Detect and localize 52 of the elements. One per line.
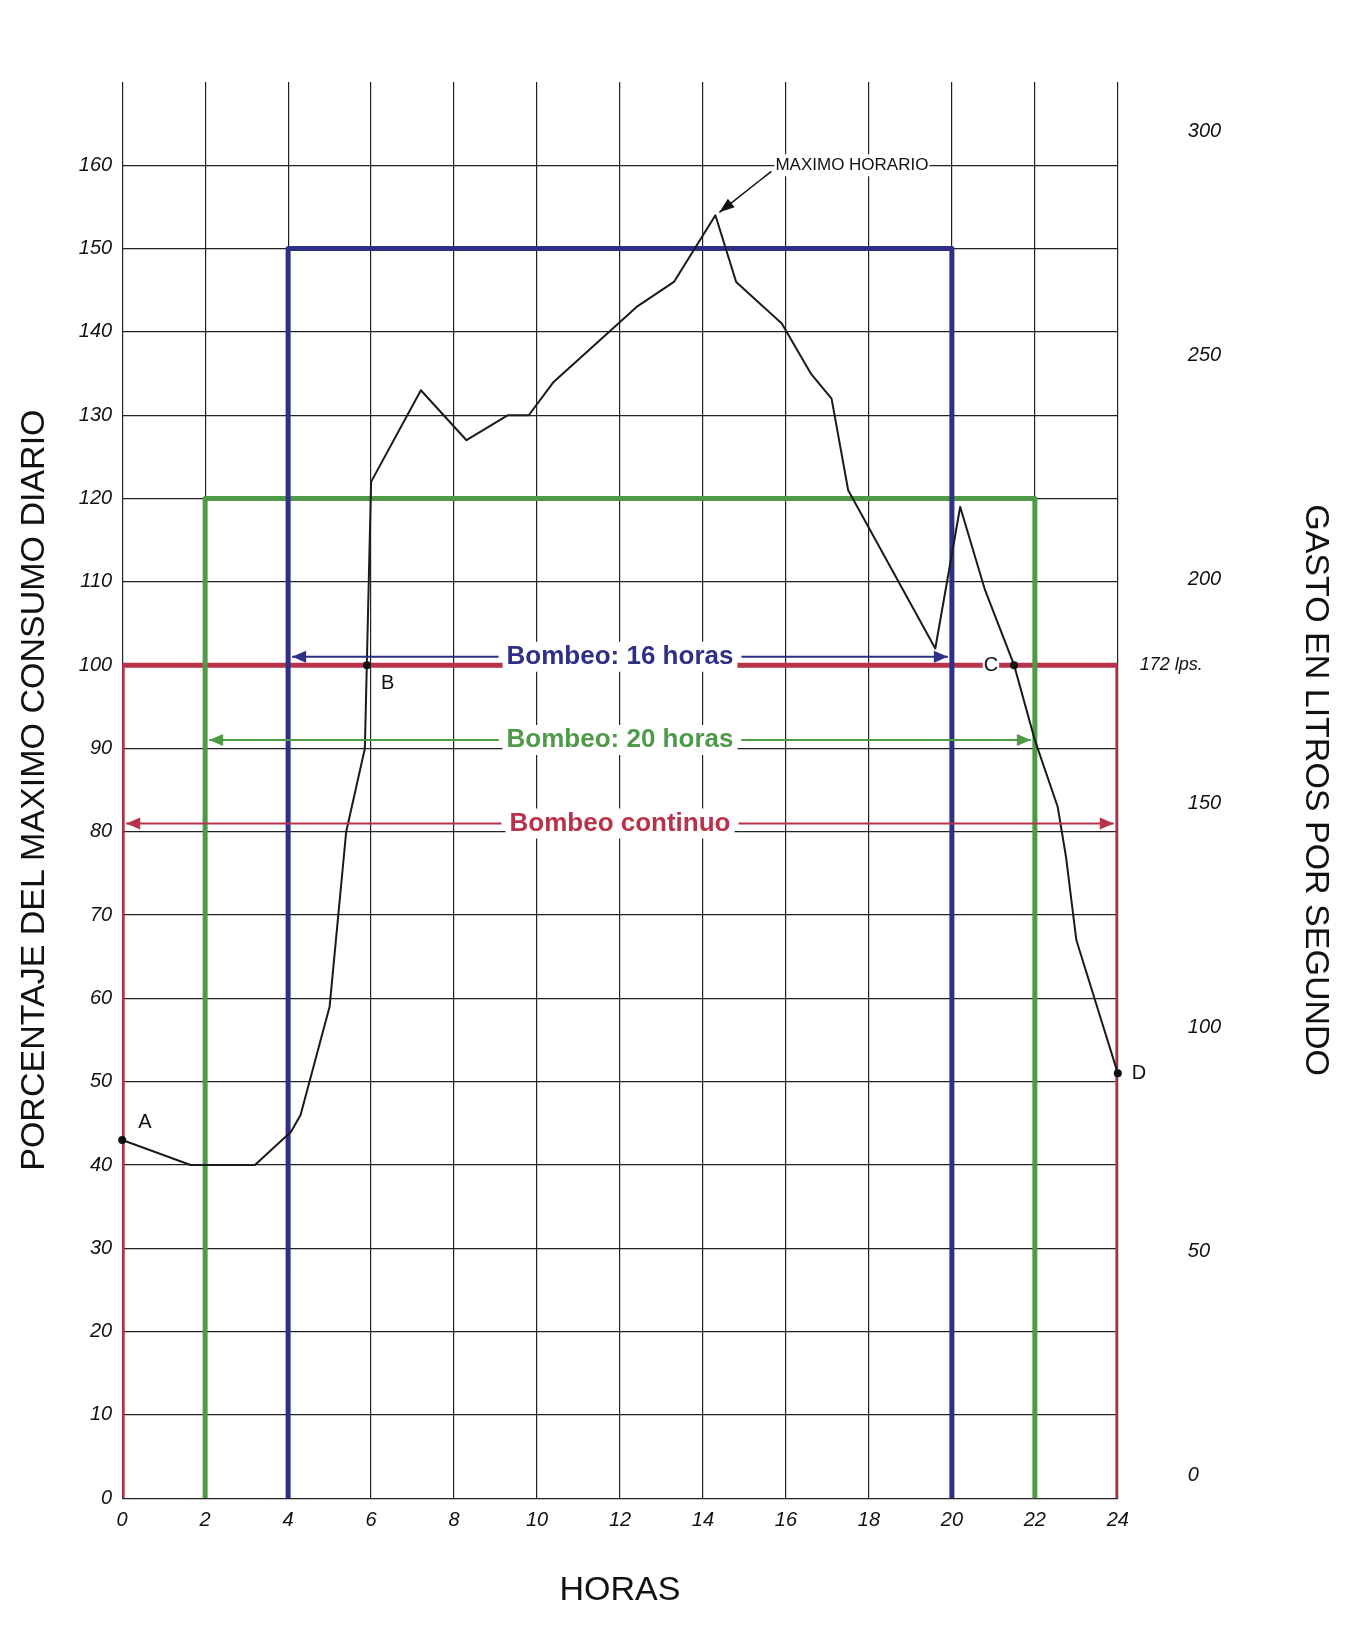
- annotation: 172 lps.: [1139, 654, 1203, 675]
- y2-tick-label: 300: [1187, 118, 1222, 141]
- y-tick-label: 20: [88, 1319, 113, 1342]
- text: Bombeo continuo: [509, 806, 731, 837]
- y-tick-label: 120: [78, 486, 113, 509]
- x-tick-label: 22: [1022, 1507, 1046, 1530]
- x-tick-label: 10: [525, 1507, 549, 1530]
- annotation: A: [138, 1109, 153, 1132]
- y2-tick-label: 150: [1187, 791, 1222, 814]
- y2-tick-label: 200: [1186, 567, 1222, 590]
- y-tick-label: 40: [89, 1152, 113, 1175]
- annotation: MAXIMO HORARIO: [775, 154, 929, 174]
- y2-axis-title: GASTO EN LITROS POR SEGUNDO: [1299, 504, 1338, 1077]
- x-tick-label: 12: [608, 1507, 632, 1530]
- y-tick-label: 10: [89, 1402, 113, 1425]
- x-tick-label: 2: [198, 1507, 211, 1530]
- y-tick-label: 0: [101, 1485, 113, 1508]
- y-tick-label: 70: [89, 902, 113, 925]
- y2-tick-label: 0: [1187, 1463, 1199, 1486]
- y-tick-label: 110: [80, 569, 113, 592]
- y-tick-label: 50: [89, 1069, 113, 1092]
- x-axis-title: HORAS: [559, 1568, 681, 1607]
- text: Bombeo: 20 horas: [506, 723, 734, 754]
- x-tick-label: 6: [365, 1507, 378, 1530]
- x-tick-label: 20: [939, 1507, 964, 1530]
- y2-tick-label: 50: [1187, 1239, 1211, 1262]
- y-tick-label: 140: [78, 319, 113, 342]
- y-tick-label: 130: [78, 402, 113, 425]
- point: [1010, 661, 1019, 670]
- text: Bombeo: 16 horas: [506, 639, 734, 670]
- x-tick-label: 24: [1105, 1507, 1129, 1530]
- x-tick-label: 18: [857, 1507, 881, 1530]
- y-tick-label: 60: [89, 985, 113, 1008]
- x-tick-label: 8: [448, 1507, 460, 1530]
- point: [1113, 1069, 1122, 1078]
- y-tick-label: 90: [89, 736, 113, 759]
- x-tick-label: 14: [691, 1507, 715, 1530]
- point: [118, 1135, 127, 1144]
- y-axis-title: PORCENTAJE DEL MAXIMO CONSUMO DIARIO: [12, 409, 51, 1171]
- y2-tick-label: 250: [1186, 342, 1222, 365]
- annotation: B: [380, 670, 395, 693]
- y2-tick-label: 100: [1187, 1015, 1222, 1038]
- y-tick-label: 150: [78, 236, 113, 259]
- annotation: C: [983, 652, 999, 675]
- x-tick-label: 4: [282, 1507, 294, 1530]
- y-tick-label: 80: [89, 819, 113, 842]
- x-tick-label: 16: [774, 1507, 798, 1530]
- y-tick-label: 160: [78, 152, 113, 175]
- x-tick-label: 0: [116, 1507, 128, 1530]
- y-tick-label: 30: [89, 1235, 113, 1258]
- annotation: D: [1131, 1060, 1147, 1083]
- y-tick-label: 100: [78, 652, 113, 675]
